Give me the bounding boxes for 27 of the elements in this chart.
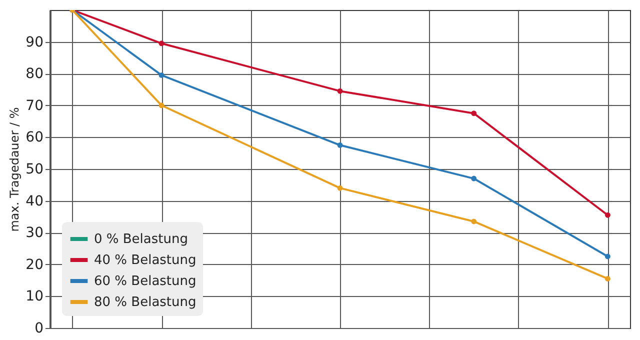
point	[604, 276, 610, 282]
point	[337, 88, 343, 94]
point	[604, 254, 610, 260]
y-tick-label: 20	[26, 256, 44, 273]
legend-label: 80 % Belastung	[94, 295, 196, 310]
point	[158, 72, 164, 78]
point	[158, 40, 164, 46]
point	[158, 102, 164, 108]
point	[471, 176, 477, 182]
y-tick-label: 60	[26, 130, 44, 146]
y-tick-label: 0	[34, 320, 44, 336]
legend-label: 60 % Belastung	[94, 274, 196, 289]
y-axis-title: max. Tragedauer / %	[8, 107, 22, 232]
legend-label: 40 % Belastung	[94, 253, 196, 268]
y-tick-label: 70	[26, 98, 44, 114]
point	[337, 142, 343, 148]
y-tick-label: 80	[26, 66, 44, 82]
y-tick-label: 40	[26, 193, 44, 210]
point	[471, 218, 477, 224]
y-tick-label: 50	[26, 162, 44, 178]
point	[337, 185, 343, 191]
y-tick-label: 10	[26, 288, 44, 305]
y-tick-label: 30	[26, 225, 44, 242]
legend-label: 0 % Belastung	[94, 232, 188, 247]
y-tick-label: 90	[26, 34, 44, 50]
point	[471, 110, 477, 116]
point	[604, 212, 610, 218]
